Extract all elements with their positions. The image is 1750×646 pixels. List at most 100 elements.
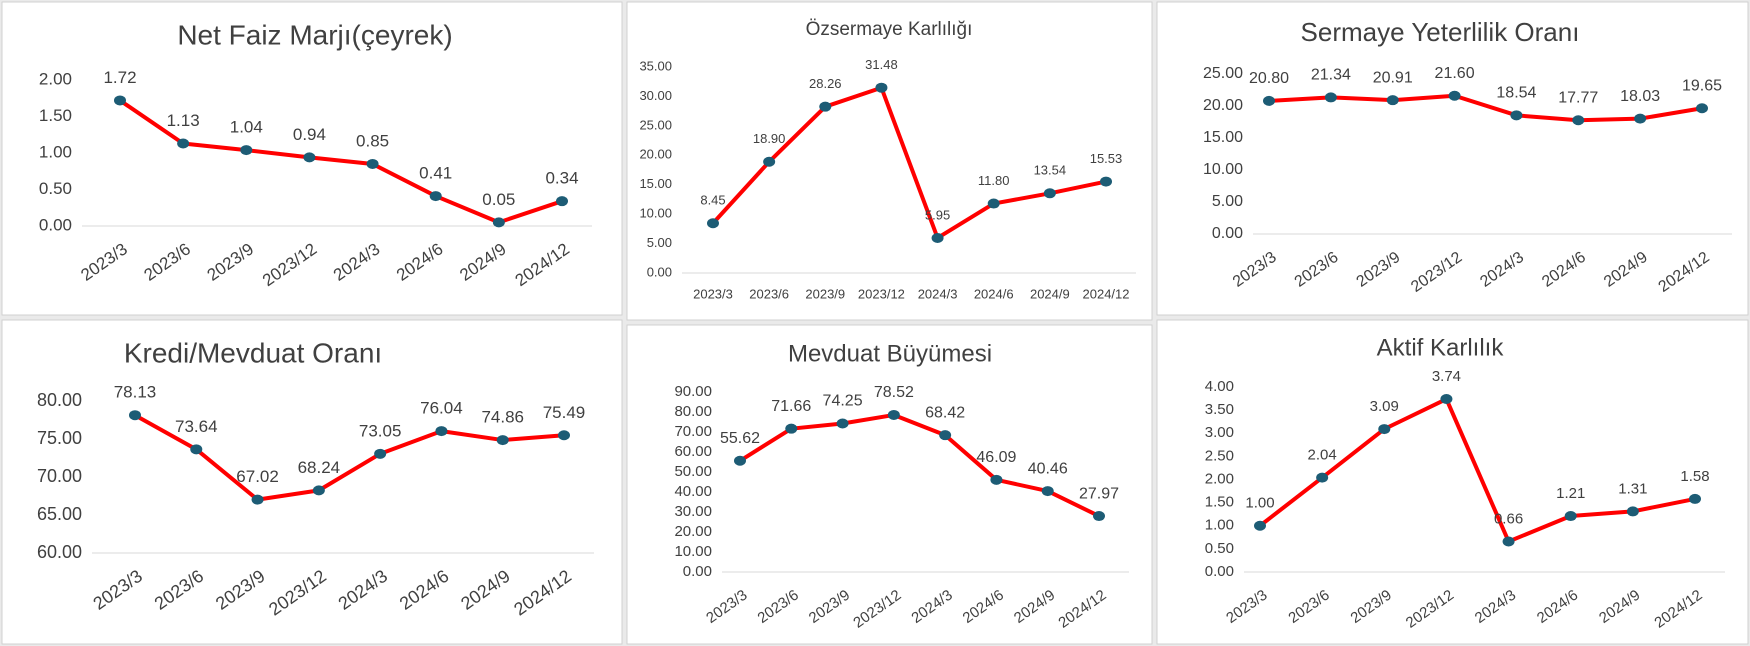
value-label: 0.85: [356, 131, 389, 150]
value-label: 17.77: [1558, 89, 1598, 106]
y-tick-label: 1.50: [1205, 494, 1234, 511]
value-label: 46.09: [976, 449, 1016, 466]
marker: [129, 410, 141, 421]
value-label: 68.24: [298, 458, 341, 477]
y-tick-label: 15.00: [639, 176, 672, 191]
value-label: 21.60: [1435, 65, 1475, 82]
value-label: 11.80: [978, 173, 1010, 188]
y-tick-label: 1.00: [1205, 517, 1234, 534]
marker: [558, 430, 570, 441]
value-label: 20.80: [1249, 70, 1289, 87]
x-tick-label: 2023/12: [858, 286, 905, 301]
marker: [1378, 424, 1391, 435]
marker: [1316, 472, 1329, 483]
y-tick-label: 10.00: [639, 206, 672, 221]
value-label: 5.95: [925, 207, 950, 222]
value-label: 18.54: [1496, 85, 1536, 102]
chart-panel: Kredi/Mevduat Oranı 60.00 65.00 70.00 75.00 8…: [1, 319, 623, 645]
marker: [240, 145, 253, 156]
marker: [303, 152, 316, 163]
y-tick-label: 50.00: [674, 463, 712, 480]
panel-background: [626, 1, 1153, 321]
value-label: 0.66: [1494, 510, 1523, 527]
value-label: 8.45: [700, 193, 725, 208]
chart-panel: Mevduat Büyümesi 0.00 10.00 20.00 30.00 40.00…: [626, 324, 1153, 645]
marker: [366, 158, 379, 169]
y-tick-label: 90.00: [674, 383, 712, 400]
panel-background: [626, 324, 1153, 645]
chart-panel: Net Faiz Marjı(çeyrek) 0.00 0.50 1.00 1.50 2.…: [1, 1, 623, 316]
value-label: 75.49: [543, 403, 586, 422]
panel-background: [1156, 1, 1749, 316]
value-label: 0.94: [293, 125, 326, 144]
value-label: 74.86: [481, 408, 524, 427]
y-tick-label: 25.00: [1203, 65, 1243, 82]
marker: [875, 82, 888, 93]
line: [711, 85, 1107, 240]
y-tick-label: 2.50: [1205, 447, 1234, 464]
y-tick-label: 75.00: [37, 428, 82, 448]
marker: [1634, 113, 1647, 124]
chart-panel: Sermaye Yeterlilik Oranı 0.00 5.00 10.00 15.…: [1156, 1, 1749, 316]
y-tick-label: 30.00: [674, 503, 712, 520]
value-label: 76.04: [420, 399, 463, 418]
y-tick-label: 0.00: [683, 563, 712, 580]
value-label: 21.34: [1311, 67, 1351, 84]
y-tick-label: 70.00: [674, 423, 712, 440]
y-tick-label: 20.00: [639, 147, 672, 162]
value-label: 67.02: [236, 467, 279, 486]
value-label: 28.26: [809, 76, 842, 91]
marker: [177, 138, 190, 149]
y-tick-label: 0.00: [39, 215, 72, 234]
marker: [1564, 511, 1577, 522]
marker: [734, 455, 746, 466]
marker: [1254, 520, 1266, 531]
x-tick-label: 2024/9: [1030, 286, 1070, 301]
value-label: 1.04: [230, 118, 263, 137]
y-tick-label: 15.00: [1203, 129, 1243, 146]
value-label: 78.52: [874, 384, 914, 401]
y-tick-label: 65.00: [37, 504, 82, 524]
marker: [114, 95, 126, 106]
chart-panel: Aktif Karlılık 0.00 0.50 1.00 1.50 2.00 2.50 3.…: [1156, 319, 1749, 645]
marker: [763, 156, 776, 167]
marker: [435, 426, 448, 437]
marker: [251, 494, 264, 505]
panel-background: [1156, 319, 1749, 645]
value-label: 3.09: [1370, 398, 1399, 415]
marker: [1689, 493, 1701, 504]
y-tick-label: 20.00: [674, 523, 712, 540]
marker: [1572, 115, 1585, 126]
marker: [819, 101, 832, 112]
marker: [939, 430, 952, 441]
y-tick-label: 2.00: [1205, 470, 1234, 487]
value-label: 71.66: [771, 398, 811, 415]
value-label: 3.74: [1432, 368, 1461, 385]
y-tick-label: 10.00: [1203, 161, 1243, 178]
y-tick-label: 0.50: [39, 179, 72, 198]
marker: [1093, 511, 1105, 522]
y-tick-label: 4.00: [1205, 378, 1234, 395]
y-tick-label: 3.50: [1205, 401, 1234, 418]
marker: [496, 435, 509, 446]
panel-background: [1, 319, 623, 645]
y-tick-label: 5.00: [1212, 193, 1243, 210]
y-tick-label: 80.00: [674, 403, 712, 420]
value-label: 1.72: [103, 68, 136, 87]
y-tick-label: 20.00: [1203, 97, 1243, 114]
x-tick-label: 2023/3: [693, 286, 733, 301]
value-label: 15.53: [1090, 151, 1123, 166]
y-tick-label: 60.00: [674, 443, 712, 460]
value-label: 18.03: [1620, 88, 1660, 105]
value-label: 19.65: [1682, 77, 1722, 94]
value-label: 13.54: [1034, 163, 1067, 178]
y-tick-label: 1.00: [39, 142, 72, 161]
y-tick-label: 35.00: [639, 58, 672, 73]
y-tick-label: 30.00: [639, 88, 672, 103]
value-label: 0.34: [545, 169, 578, 188]
value-label: 55.62: [720, 430, 760, 447]
marker: [429, 191, 442, 202]
y-tick-label: 40.00: [674, 483, 712, 500]
marker: [987, 198, 1000, 209]
y-tick-label: 60.00: [37, 542, 82, 562]
